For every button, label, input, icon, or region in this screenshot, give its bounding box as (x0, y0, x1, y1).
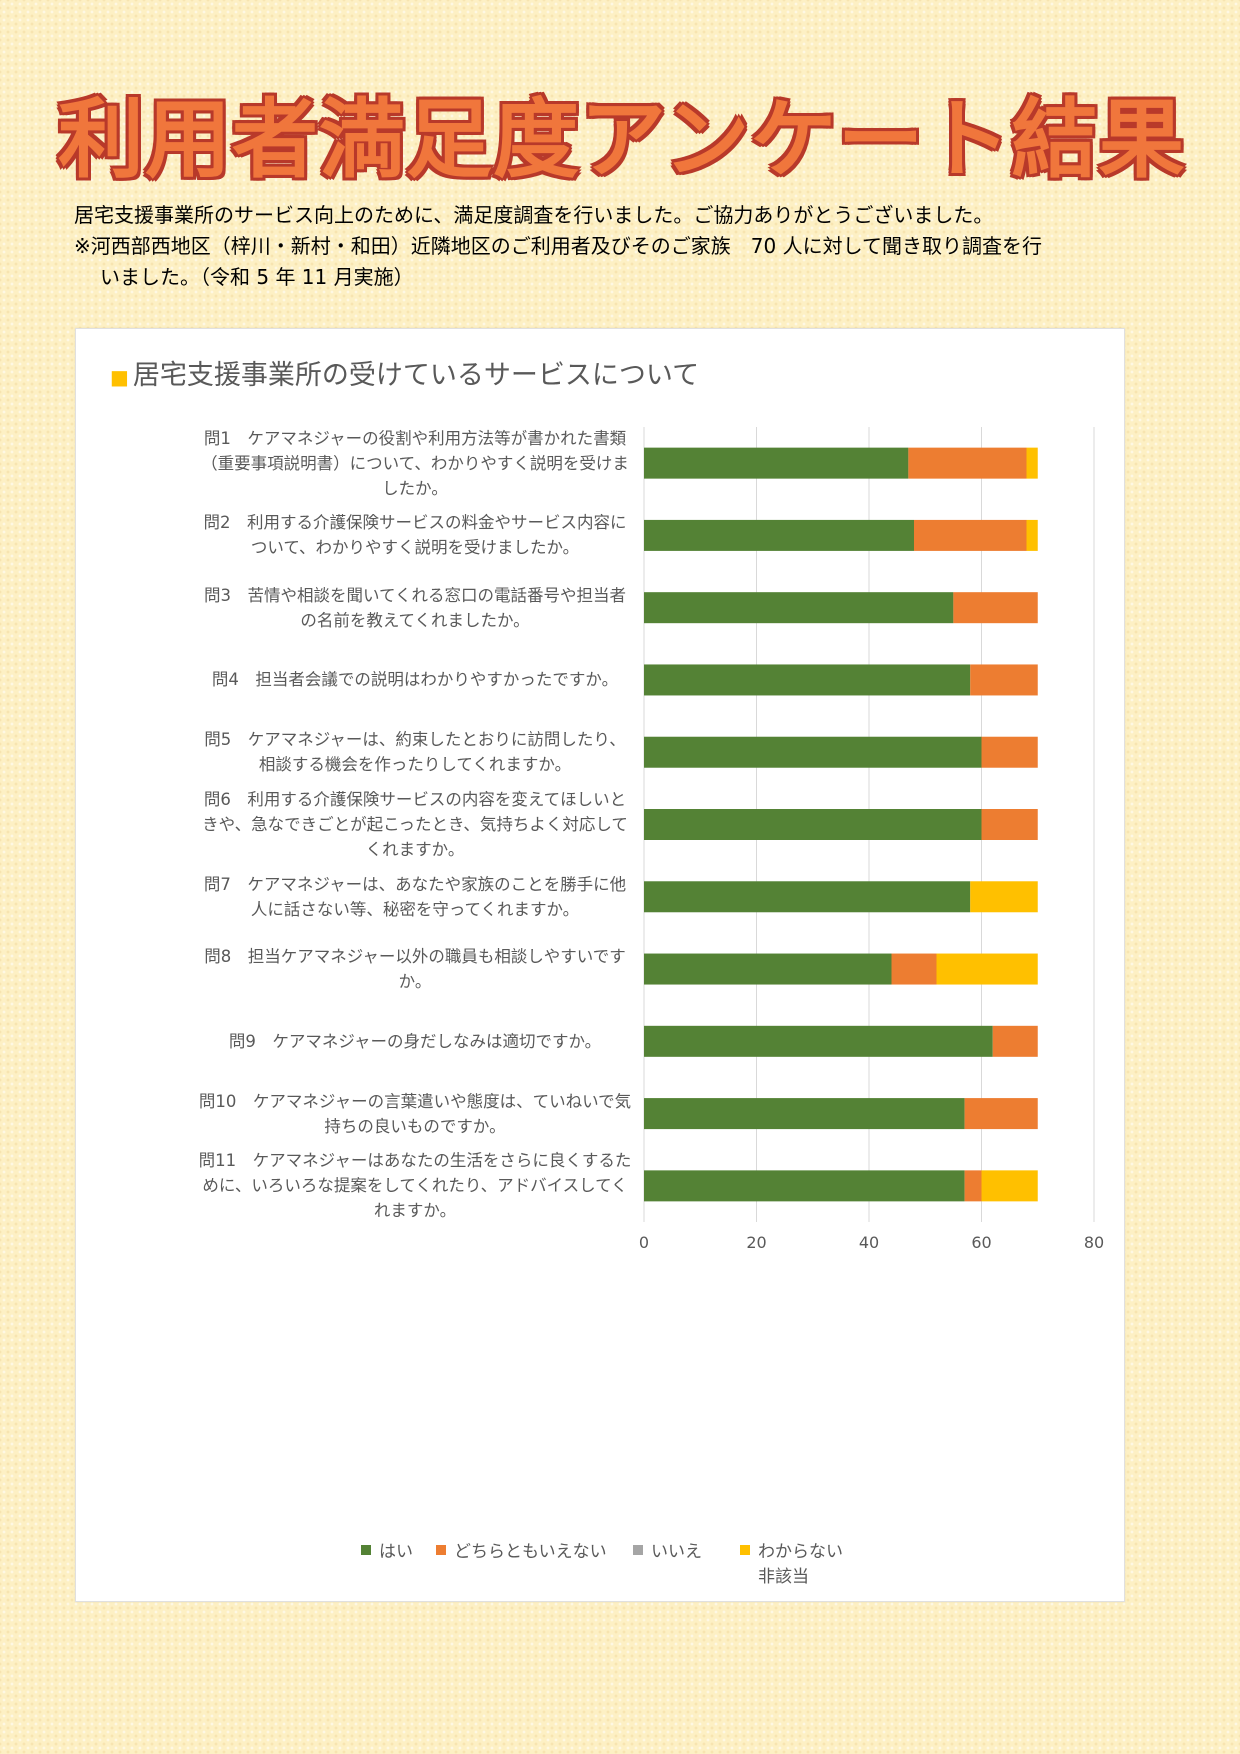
category-label-line: 問7 ケアマネジャーは、あなたや家族のことを勝手に他 (203, 874, 627, 894)
bar-q6-series-1 (981, 809, 1038, 840)
legend-item-neutral: どちらともいえない (436, 1537, 607, 1562)
category-label-line: 問6 利用する介護保険サービスの内容を変えてほしいと (203, 790, 627, 809)
bar-q2-series-3 (1026, 519, 1038, 551)
category-label-line: したか。 (382, 478, 448, 498)
bar-q1-series-0 (644, 447, 909, 479)
bar-q4-series-1 (970, 664, 1038, 696)
chart-title-text: 居宅支援事業所の受けているサービスについて (132, 360, 700, 391)
category-label-q1: 問1 ケアマネジャーの役割や利用方法等が書かれた書類 （重要事項説明書）について、… (126, 426, 704, 501)
legend-item-unknown: わからない (740, 1537, 843, 1562)
x-tick-label: 20 (746, 1233, 766, 1252)
bar-q10-series-0 (644, 1098, 965, 1130)
category-label-line: 問2 利用する介護保険サービスの料金やサービス内容に (203, 513, 627, 533)
page-title: 利用者満足度アンケート結果 (58, 90, 1186, 190)
bar-q9-series-1 (992, 1025, 1038, 1057)
category-label-q9: 問9 ケアマネジャーの身だしなみは適切ですか。 (126, 1029, 704, 1054)
category-label-q7: 問7 ケアマネジャーは、あなたや家族のことを勝手に他 人に話さない等、秘密を守って… (126, 872, 704, 922)
category-label-line: 人に話さない等、秘密を守ってくれますか。 (250, 899, 580, 919)
intro-text: 居宅支援事業所のサービス向上のために、満足度調査を行いました。ご協力ありがとうご… (74, 200, 1174, 293)
category-label-line: れますか。 (373, 1201, 457, 1221)
legend-item-no: いいえ (633, 1537, 702, 1562)
legend-swatch-no (633, 1545, 643, 1555)
category-label-q11: 問11 ケアマネジャーはあなたの生活をさらに良くするた めに、いろいろな提案をして… (126, 1148, 704, 1223)
bar-q3-series-0 (644, 592, 954, 624)
legend-item-yes: はい (361, 1537, 413, 1562)
bar-q1-series-3 (1026, 447, 1038, 479)
category-label-line: 相談する機会を作ったりしてくれますか。 (258, 755, 572, 775)
legend-label-yes: はい (379, 1542, 413, 1562)
category-label-line: 問10 ケアマネジャーの言葉遣いや態度は、ていねいで気 (198, 1091, 632, 1111)
legend-swatch-neutral (436, 1545, 446, 1555)
category-label-line: 問3 苦情や相談を聞いてくれる窓口の電話番号や担当者 (203, 585, 626, 605)
intro-line-1: 居宅支援事業所のサービス向上のために、満足度調査を行いました。ご協力ありがとうご… (74, 203, 994, 227)
category-label-line: 問8 担当ケアマネジャー以外の職員も相談しやすいです (204, 947, 626, 967)
category-label-q2: 問2 利用する介護保険サービスの料金やサービス内容に ついて、わかりやすく説明を受… (126, 510, 704, 560)
category-label-line: か。 (398, 972, 432, 992)
bar-q11-series-0 (644, 1170, 965, 1202)
category-label-line: ついて、わかりやすく説明を受けましたか。 (250, 538, 580, 558)
chart-card: ■ 居宅支援事業所の受けているサービスについて 問1 ケアマネジャーの役割や利用方… (75, 328, 1125, 1602)
category-label-line: 問9 ケアマネジャーの身だしなみは適切ですか。 (228, 1031, 602, 1051)
category-label-line: 問4 担当者会議での説明はわかりやすかったですか。 (211, 670, 619, 690)
intro-line-2: ※河西部西地区（梓川・新村・和田）近隣地区のご利用者及びそのご家族 70 人に対… (74, 234, 1042, 258)
legend-label-neutral: どちらともいえない (454, 1542, 607, 1562)
bar-q2-series-1 (914, 519, 1027, 551)
x-tick-label: 40 (859, 1233, 879, 1252)
bar-q2-series-0 (644, 519, 914, 551)
category-label-line: の名前を教えてくれましたか。 (300, 610, 530, 630)
category-label-q10: 問10 ケアマネジャーの言葉遣いや態度は、ていねいで気 持ちの良いものですか。 (126, 1089, 704, 1139)
bar-q7-series-0 (644, 881, 971, 913)
intro-line-3: いました。（令和 5 年 11 月実施） (100, 265, 414, 289)
bar-q3-series-1 (953, 592, 1038, 624)
bar-q10-series-1 (964, 1098, 1038, 1130)
category-label-q3: 問3 苦情や相談を聞いてくれる窓口の電話番号や担当者 の名前を教えてくれましたか。 (126, 583, 704, 633)
category-label-line: 問1 ケアマネジャーの役割や利用方法等が書かれた書類 (203, 428, 627, 448)
legend-label-unknown: わからない (758, 1542, 843, 1562)
legend-label-unknown-line2: 非該当 (758, 1567, 809, 1587)
bar-q6-series-0 (644, 809, 982, 840)
bar-chart-plot: 0 20 40 60 80 (639, 427, 1104, 1252)
legend-swatch-yes (361, 1545, 371, 1555)
category-label-line: （重要事項説明書）について、わかりやすく説明を受けま (201, 453, 629, 473)
category-label-line: 問11 ケアマネジャーはあなたの生活をさらに良くするた (198, 1151, 632, 1171)
bar-q8-series-0 (644, 953, 892, 985)
category-label-line: めに、いろいろな提案をしてくれたり、アドバイスしてく (202, 1176, 628, 1196)
bar-q8-series-1 (891, 953, 937, 985)
x-tick-label: 0 (639, 1233, 649, 1252)
category-label-line: 持ちの良いものですか。 (324, 1116, 506, 1136)
category-label-line: 問5 ケアマネジャーは、約束したとおりに訪問したり、 (204, 730, 626, 750)
bar-q9-series-0 (644, 1025, 993, 1057)
bar-q11-series-1 (964, 1170, 982, 1202)
bar-q7-series-3 (970, 881, 1038, 913)
bar-q11-series-3 (981, 1170, 1038, 1202)
bar-q4-series-0 (644, 664, 971, 696)
chart-title: ■ 居宅支援事業所の受けているサービスについて (110, 353, 699, 392)
legend-swatch-unknown (740, 1545, 750, 1555)
chart-title-marker: ■ (110, 365, 129, 389)
bar-q1-series-1 (908, 447, 1027, 479)
category-label-q4: 問4 担当者会議での説明はわかりやすかったですか。 (126, 667, 704, 692)
x-tick-label: 60 (971, 1233, 991, 1252)
x-tick-label: 80 (1084, 1233, 1104, 1252)
bar-q5-series-0 (644, 736, 982, 768)
bar-q5-series-1 (981, 736, 1038, 768)
category-label-line: きや、急なできごとが起こったとき、気持ちよく対応して (202, 815, 628, 834)
category-label-q8: 問8 担当ケアマネジャー以外の職員も相談しやすいです か。 (126, 944, 704, 994)
category-label-q6: 問6 利用する介護保険サービスの内容を変えてほしいと きや、急なできごとが起こった… (126, 787, 704, 862)
category-label-line: くれますか。 (365, 840, 465, 859)
category-label-q5: 問5 ケアマネジャーは、約束したとおりに訪問したり、 相談する機会を作ったりしてく… (126, 727, 704, 777)
legend-label-no: いいえ (651, 1542, 702, 1562)
bar-q8-series-3 (936, 953, 1038, 985)
